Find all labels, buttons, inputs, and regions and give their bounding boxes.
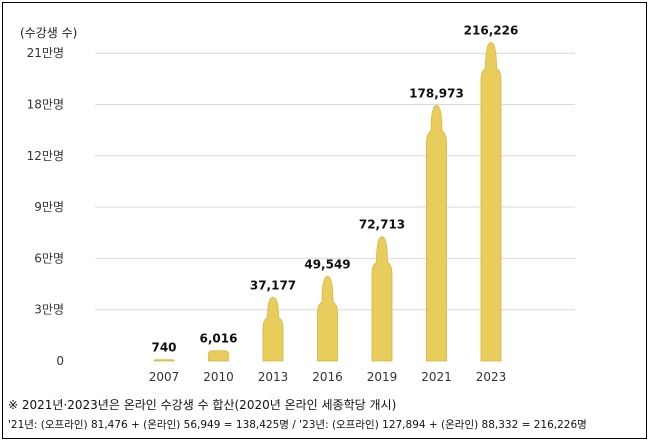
bar-value-label: 178,973 [409,86,464,100]
x-tick-label: 2019 [367,370,398,384]
figure-frame [2,2,647,439]
bar [371,236,393,362]
y-tick-label: 3만명 [34,303,64,317]
bar [317,275,338,362]
bar-value-label: 49,549 [304,257,350,271]
x-tick-label: 2016 [312,370,343,384]
y-axis-unit-label: (수강생 수) [20,26,78,40]
x-tick-label: 2023 [476,370,507,384]
bar [153,359,175,362]
bar [208,350,229,362]
x-tick-label: 2021 [421,370,452,384]
bar-value-label: 6,016 [200,332,238,346]
y-tick-label: 6만명 [34,251,64,265]
bar-value-label: 37,177 [250,278,296,292]
x-tick-label: 2010 [203,370,234,384]
bar-value-label: 216,226 [464,24,519,38]
y-tick-label: 18만명 [27,98,64,112]
y-tick-label: 21만명 [27,46,64,60]
y-tick-label: 12만명 [27,149,64,163]
bar [480,42,502,362]
y-tick-label: 9만명 [34,200,64,214]
y-tick-label: 0 [56,354,64,368]
x-tick-label: 2007 [149,370,180,384]
bar [426,104,447,362]
footnote-line-1: ※ 2021년·2023년은 온라인 수강생 수 합산(2020년 온라인 세종… [8,398,397,412]
bar [262,297,284,362]
x-tick-label: 2013 [258,370,289,384]
footnote-line-2: '21년: (오프라인) 81,476 + (온라인) 56,949 = 138… [8,419,587,431]
bar-value-label: 740 [151,341,176,355]
bar-value-label: 72,713 [359,218,405,232]
